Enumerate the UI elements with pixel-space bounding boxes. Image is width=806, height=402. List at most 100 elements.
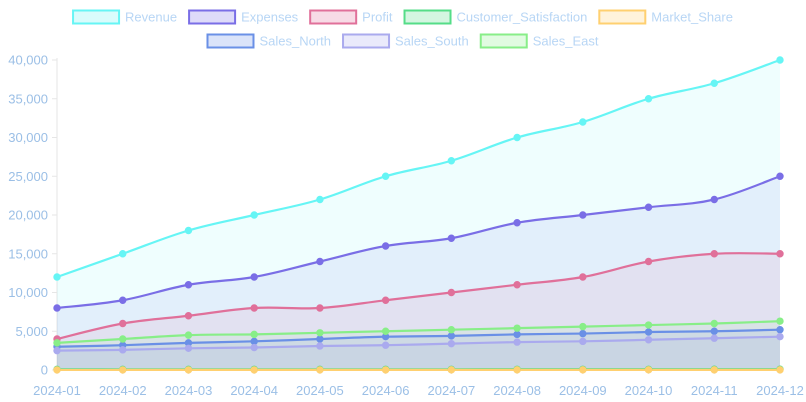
point-profit[interactable]: [776, 250, 784, 258]
point-market-share[interactable]: [776, 366, 784, 374]
legend-item-sales-east[interactable]: Sales_East: [479, 33, 599, 49]
point-sales-east[interactable]: [776, 317, 784, 325]
point-revenue[interactable]: [447, 157, 456, 165]
point-sales-north[interactable]: [447, 332, 456, 340]
point-profit[interactable]: [579, 273, 587, 281]
point-revenue[interactable]: [316, 195, 324, 204]
point-sales-north[interactable]: [513, 330, 521, 339]
point-expenses[interactable]: [513, 219, 521, 227]
point-sales-south[interactable]: [447, 339, 456, 348]
legend-item-market-share[interactable]: Market_Share: [598, 9, 733, 25]
point-market-share[interactable]: [513, 366, 521, 374]
point-profit[interactable]: [381, 296, 390, 304]
legend-item-revenue[interactable]: Revenue: [72, 9, 177, 25]
point-market-share[interactable]: [53, 366, 61, 374]
point-sales-east[interactable]: [184, 331, 193, 339]
point-revenue[interactable]: [119, 250, 127, 258]
line-sales-north: [56, 328, 781, 348]
point-sales-south[interactable]: [513, 338, 521, 346]
point-revenue[interactable]: [250, 211, 258, 219]
point-sales-north[interactable]: [710, 327, 718, 335]
point-sales-east[interactable]: [381, 327, 390, 335]
point-revenue[interactable]: [710, 79, 718, 87]
line-expenses: [56, 175, 781, 310]
point-sales-south[interactable]: [184, 344, 193, 352]
point-sales-east[interactable]: [579, 322, 587, 331]
point-expenses[interactable]: [776, 172, 784, 180]
point-sales-north[interactable]: [776, 326, 784, 334]
point-sales-south[interactable]: [250, 343, 258, 352]
point-profit[interactable]: [119, 319, 127, 328]
point-expenses[interactable]: [119, 296, 127, 304]
y-tick-label: 10,000: [8, 285, 48, 300]
point-sales-east[interactable]: [316, 329, 324, 337]
point-sales-south[interactable]: [316, 342, 324, 350]
legend-item-sales-south[interactable]: Sales_South: [342, 33, 469, 49]
point-sales-south[interactable]: [710, 334, 718, 342]
point-expenses[interactable]: [381, 242, 390, 250]
point-revenue[interactable]: [184, 226, 193, 235]
point-profit[interactable]: [316, 304, 324, 312]
point-profit[interactable]: [447, 288, 456, 297]
point-sales-south[interactable]: [381, 341, 390, 349]
point-sales-north[interactable]: [579, 329, 587, 338]
point-market-share[interactable]: [250, 366, 258, 374]
point-expenses[interactable]: [447, 234, 456, 242]
legend-swatch: [598, 9, 647, 25]
point-market-share[interactable]: [381, 366, 390, 374]
point-profit[interactable]: [250, 304, 258, 312]
point-profit[interactable]: [184, 312, 193, 320]
point-revenue[interactable]: [53, 273, 61, 281]
point-market-share[interactable]: [119, 366, 127, 374]
point-expenses[interactable]: [316, 257, 324, 266]
point-sales-east[interactable]: [53, 339, 61, 347]
point-sales-north[interactable]: [250, 337, 258, 346]
point-expenses[interactable]: [579, 211, 587, 219]
point-revenue[interactable]: [513, 133, 521, 142]
point-market-share[interactable]: [447, 366, 456, 374]
legend-item-customer-satisfaction[interactable]: Customer_Satisfaction: [403, 9, 588, 25]
point-expenses[interactable]: [250, 273, 258, 281]
legend-item-sales-north[interactable]: Sales_North: [206, 33, 331, 49]
point-revenue[interactable]: [644, 95, 653, 103]
legend-item-profit[interactable]: Profit: [309, 9, 393, 25]
y-tick-label: 25,000: [8, 169, 48, 184]
point-market-share[interactable]: [644, 366, 653, 374]
y-tick-label: 20,000: [8, 208, 48, 223]
point-market-share[interactable]: [316, 366, 324, 374]
x-tick-label: 2024-05: [296, 383, 344, 398]
area-revenue: [57, 60, 780, 370]
point-revenue[interactable]: [579, 118, 587, 126]
point-expenses[interactable]: [644, 203, 653, 211]
point-sales-east[interactable]: [119, 335, 127, 343]
point-sales-east[interactable]: [710, 319, 718, 328]
point-revenue[interactable]: [381, 172, 390, 180]
point-profit[interactable]: [644, 257, 653, 266]
point-sales-east[interactable]: [250, 330, 258, 339]
point-revenue[interactable]: [776, 56, 784, 64]
y-tick-label: 0: [41, 363, 48, 378]
point-sales-south[interactable]: [53, 346, 61, 355]
legend-item-expenses[interactable]: Expenses: [188, 9, 299, 25]
point-expenses[interactable]: [710, 195, 718, 204]
point-sales-east[interactable]: [447, 326, 456, 334]
point-sales-north[interactable]: [316, 335, 324, 343]
point-market-share[interactable]: [184, 366, 193, 374]
line-sales-south: [56, 335, 781, 352]
point-market-share[interactable]: [710, 366, 718, 374]
point-sales-north[interactable]: [644, 328, 653, 336]
point-profit[interactable]: [513, 281, 521, 289]
point-sales-south[interactable]: [644, 336, 653, 344]
legend-swatch: [403, 9, 452, 25]
point-sales-south[interactable]: [119, 346, 127, 354]
point-profit[interactable]: [710, 250, 718, 258]
point-sales-south[interactable]: [579, 337, 587, 346]
point-sales-south[interactable]: [776, 332, 784, 341]
point-expenses[interactable]: [53, 304, 61, 312]
series-points: [53, 56, 784, 374]
legend-swatch: [206, 33, 255, 49]
point-sales-east[interactable]: [644, 321, 653, 329]
point-expenses[interactable]: [184, 281, 193, 289]
point-sales-east[interactable]: [513, 324, 521, 332]
point-market-share[interactable]: [579, 366, 587, 374]
